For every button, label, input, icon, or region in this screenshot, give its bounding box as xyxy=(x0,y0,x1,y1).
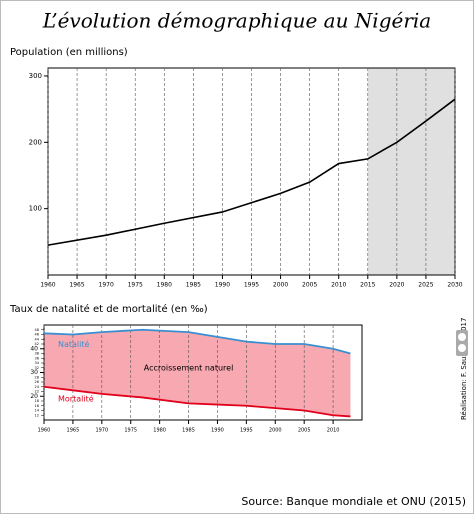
minor-y-tick-label: 46 xyxy=(35,333,39,337)
x-tick-label: 2000 xyxy=(273,282,288,289)
x-tick-label: 1990 xyxy=(211,428,224,434)
minor-y-tick-label: 42 xyxy=(35,342,39,346)
y-axis-label: Taux de natalité et de mortalité (en ‰) xyxy=(9,303,208,315)
minor-y-tick-label: 26 xyxy=(35,380,39,384)
x-tick-label: 2005 xyxy=(302,282,317,289)
line xyxy=(43,328,351,355)
x-tick-label: 1980 xyxy=(157,282,172,289)
cc-icon xyxy=(456,330,468,356)
credit: Réalisation: F. Sauzeau, 2017 xyxy=(460,318,468,420)
line xyxy=(43,385,351,418)
y-tick-label: 40 xyxy=(30,345,38,352)
x-tick-label: 2030 xyxy=(447,282,462,289)
x-tick-label: 1995 xyxy=(244,282,259,289)
minor-y-tick-label: 22 xyxy=(35,390,39,394)
x-tick-label: 2010 xyxy=(331,282,346,289)
x-tick-label: 2000 xyxy=(269,428,282,434)
series-label: Natalité xyxy=(58,339,90,349)
y-tick-label: 300 xyxy=(29,72,42,80)
y-axis-label: Population (en millions) xyxy=(10,47,128,58)
x-tick-label: 2010 xyxy=(327,428,340,434)
minor-y-tick-label: 12 xyxy=(35,413,39,417)
minor-y-tick-label: 38 xyxy=(35,352,39,356)
x-tick-label: 1960 xyxy=(38,428,51,434)
title: L’évolution démographique au Nigéria xyxy=(42,9,431,33)
annotation: Accroissement naturel xyxy=(144,363,234,372)
x-tick-label: 1965 xyxy=(67,428,80,434)
line xyxy=(47,98,456,246)
minor-y-tick-label: 36 xyxy=(35,356,39,360)
minor-y-tick-label: 28 xyxy=(35,375,39,379)
minor-y-tick-label: 48 xyxy=(35,328,39,332)
x-tick-label: 1980 xyxy=(153,428,166,434)
y-tick-label: 20 xyxy=(30,393,38,400)
x-tick-label: 1975 xyxy=(128,282,143,289)
x-tick-label: 1960 xyxy=(40,282,55,289)
minor-y-tick-label: 16 xyxy=(35,404,39,408)
minor-y-tick-label: 44 xyxy=(35,337,40,341)
x-tick-label: 1975 xyxy=(124,428,137,434)
y-tick-label: 100 xyxy=(29,205,42,213)
projection-area xyxy=(367,68,455,275)
x-tick-label: 2025 xyxy=(418,282,433,289)
x-tick-label: 1990 xyxy=(215,282,230,289)
x-tick-label: 1965 xyxy=(69,282,84,289)
x-tick-label: 1995 xyxy=(240,428,253,434)
x-tick-label: 1985 xyxy=(186,282,201,289)
x-tick-label: 1970 xyxy=(95,428,108,434)
minor-y-tick-label: 24 xyxy=(35,385,40,389)
minor-y-tick-label: 32 xyxy=(35,366,39,370)
x-tick-label: 1970 xyxy=(99,282,114,289)
minor-y-tick-label: 18 xyxy=(35,399,39,403)
x-tick-label: 2020 xyxy=(389,282,404,289)
source: Source: Banque mondiale et ONU (2015) xyxy=(241,495,466,508)
x-tick-label: 2015 xyxy=(360,282,375,289)
x-tick-label: 2005 xyxy=(298,428,311,434)
minor-y-tick-label: 34 xyxy=(35,361,40,365)
y-tick-label: 30 xyxy=(30,369,38,376)
series-label: Mortalité xyxy=(58,393,94,403)
x-tick-label: 1985 xyxy=(182,428,195,434)
y-tick-label: 200 xyxy=(29,138,42,146)
minor-y-tick-label: 14 xyxy=(35,409,40,413)
